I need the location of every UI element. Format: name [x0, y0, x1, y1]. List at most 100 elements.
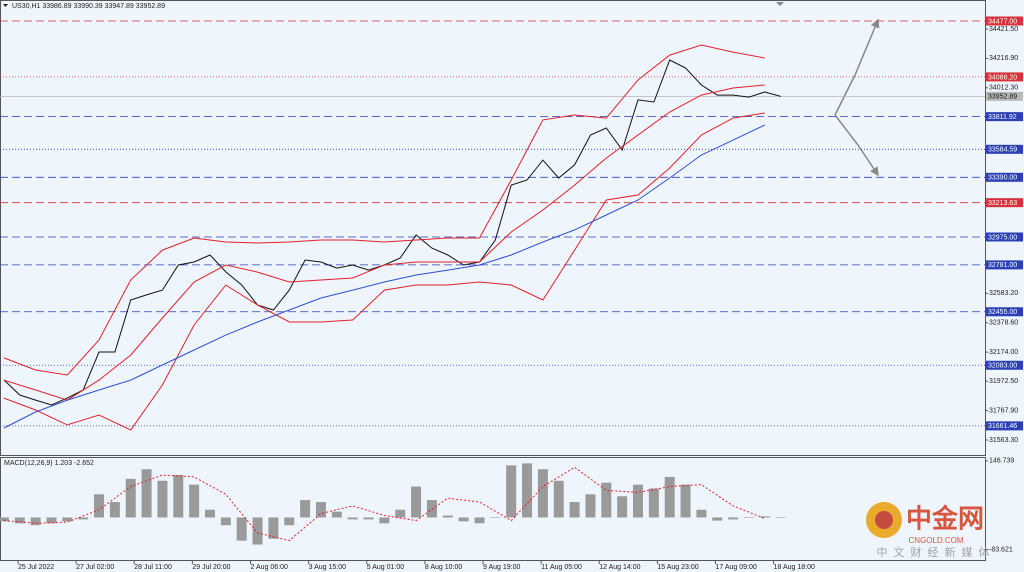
x-tick-label: 3 Aug 15:00	[309, 564, 346, 571]
x-tick-label: 5 Aug 01:00	[367, 564, 404, 571]
level-tag	[986, 16, 1023, 26]
series-line	[3, 59, 781, 406]
macd-bar	[490, 517, 501, 518]
series-line	[3, 466, 765, 542]
x-tick-label: 9 Aug 19:00	[483, 564, 520, 571]
macd-bar	[601, 482, 612, 518]
macd-bar	[109, 502, 120, 518]
level-label: 33811.92	[988, 114, 1017, 121]
level-label: 34477.00	[988, 18, 1017, 25]
arrow-down	[834, 114, 879, 177]
macd-bar	[617, 496, 628, 518]
level-tag	[986, 307, 1023, 317]
level-label: 32781.00	[988, 262, 1017, 269]
y-tick-label: 31563.30	[989, 437, 1018, 444]
x-tick-label: 17 Aug 09:00	[716, 564, 757, 571]
macd-bar	[474, 517, 485, 524]
series-line	[3, 44, 765, 376]
macd-bar	[204, 509, 215, 518]
macd-bar	[173, 474, 184, 518]
watermark-site: CNGOLD.COM	[908, 536, 963, 545]
level-tag	[986, 360, 1023, 370]
macd-bar	[331, 511, 342, 518]
level-label: 33390.00	[988, 175, 1017, 182]
level-label: 31661.46	[988, 423, 1017, 430]
y-tick-label: 34012.30	[989, 85, 1018, 92]
x-tick-label: 18 Aug 18:00	[774, 564, 815, 571]
macd-bar	[442, 515, 453, 518]
watermark-tagline: 中文财经新媒体	[877, 545, 996, 559]
macd-bar	[14, 517, 25, 524]
macd-bar	[62, 517, 73, 522]
x-tick-label: 27 Jul 02:00	[76, 564, 114, 571]
macd-bar	[553, 480, 564, 518]
macd-bar	[664, 476, 675, 518]
macd-bar	[284, 517, 295, 526]
macd-bar	[569, 502, 580, 518]
watermark: 中金网 CNGOLD.COM 中文财经新媒体	[866, 502, 996, 559]
level-tag	[986, 144, 1023, 154]
level-label: 32455.00	[988, 309, 1017, 316]
macd-bar	[141, 469, 152, 518]
macd-bar	[680, 484, 691, 518]
macd-bar	[648, 488, 659, 518]
macd-bar	[268, 517, 279, 539]
y-tick-label: 32174.00	[989, 349, 1018, 356]
series-line	[3, 84, 765, 401]
level-label: 34088.20	[988, 74, 1017, 81]
series-line	[3, 124, 766, 429]
macd-label: MACD(12,26,9) 1.203 -2.652	[4, 460, 94, 467]
level-tag	[986, 72, 1023, 82]
shift-marker	[776, 2, 784, 6]
arrow-up	[834, 18, 880, 116]
macd-bar	[522, 463, 533, 518]
macd-bar	[743, 517, 754, 518]
macd-bar	[458, 517, 469, 522]
price-frame	[0, 0, 986, 456]
level-tag	[986, 172, 1023, 182]
y-tick-label: 32378.60	[989, 320, 1018, 327]
x-tick-label: 29 Jul 20:00	[192, 564, 230, 571]
x-tick-label: 8 Aug 10:00	[425, 564, 462, 571]
level-tag	[986, 421, 1023, 431]
macd-bar	[363, 517, 374, 520]
y-tick-label: 34421.50	[989, 26, 1018, 33]
header: US30,H1 33986.89 33990.39 33947.89 33952…	[12, 3, 165, 10]
macd-bar	[696, 509, 707, 518]
y-tick-label: 31767.90	[989, 407, 1018, 414]
x-tick-label: 28 Jul 11:00	[134, 564, 172, 571]
macd-bar	[395, 509, 406, 518]
x-tick-label: 12 Aug 14:00	[599, 564, 640, 571]
macd-bar	[220, 517, 231, 526]
y-tick-label: -83.621	[989, 547, 1013, 554]
level-label: 33213.63	[988, 200, 1017, 207]
watermark-logo: 中金网	[906, 504, 984, 535]
x-tick-label: 25 Jul 2022	[18, 564, 54, 571]
level-tag	[986, 260, 1023, 270]
macd-bar	[759, 516, 770, 518]
y-tick-label: 32583.20	[989, 290, 1018, 297]
x-tick-label: 15 Aug 23:00	[657, 564, 698, 571]
level-tag	[986, 91, 1023, 101]
macd-bar	[537, 469, 548, 518]
macd-frame	[0, 457, 986, 561]
y-tick-label: 146.739	[989, 458, 1014, 465]
level-label: 32975.00	[988, 234, 1017, 241]
macd-bar	[300, 500, 311, 518]
macd-bar	[411, 486, 422, 518]
level-label: 33584.59	[988, 147, 1017, 154]
macd-bar	[46, 517, 57, 524]
macd-bar	[94, 494, 105, 518]
series-line	[3, 112, 765, 431]
macd-bar	[78, 517, 89, 520]
x-tick-label: 2 Aug 06:00	[251, 564, 288, 571]
macd-bar	[379, 517, 390, 524]
level-label: 32083.00	[988, 363, 1017, 370]
logo-inner	[875, 511, 893, 529]
macd-bar	[347, 517, 358, 520]
macd-bar	[775, 517, 786, 518]
projection-arrows	[834, 18, 880, 177]
level-tag	[986, 232, 1023, 242]
macd-bar	[633, 484, 644, 518]
